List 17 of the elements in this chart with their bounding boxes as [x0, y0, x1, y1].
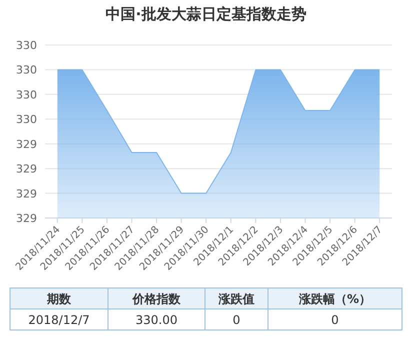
- y-tick-label: 330: [16, 113, 37, 126]
- text: 2018/12/7: [28, 313, 90, 327]
- text: 0: [232, 313, 240, 327]
- y-tick-label: 329: [16, 138, 37, 151]
- y-tick-label: 329: [16, 187, 37, 200]
- text: 0: [331, 313, 339, 327]
- y-tick-label: 330: [16, 39, 37, 52]
- chart-title: 中国·批发大蒜日定基指数走势: [106, 5, 306, 23]
- text: 330.00: [136, 313, 178, 327]
- text: 涨跌幅（%）: [298, 292, 372, 306]
- text: 涨跌值: [218, 292, 254, 306]
- y-tick-label: 329: [16, 212, 37, 225]
- y-tick-label: 330: [16, 64, 37, 77]
- y-tick-label: 330: [16, 88, 37, 102]
- y-tick-label: 329: [16, 162, 37, 176]
- text: 期数: [46, 292, 72, 306]
- text: 价格指数: [132, 292, 182, 306]
